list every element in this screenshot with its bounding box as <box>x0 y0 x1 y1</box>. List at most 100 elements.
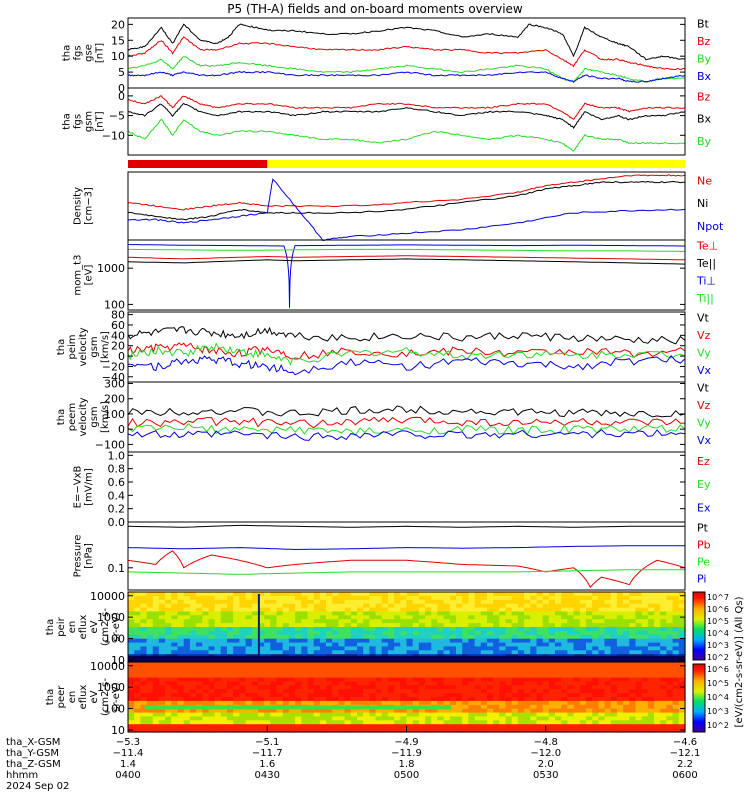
legend-mom_t-2: Ti⊥ <box>696 275 716 288</box>
legend-peem-3: Vx <box>697 434 712 447</box>
legend-peem-0: Vt <box>697 382 710 395</box>
legend-fgs_gsm-0: Bz <box>697 90 711 103</box>
ephem-value-1-1: −11.7 <box>252 748 283 759</box>
y-tick-label-peir-0: 10000 <box>90 590 125 603</box>
y-label-efield-1: [mV/m] <box>84 468 95 506</box>
legend-mom_t-1: Te|| <box>696 257 716 270</box>
legend-peim-0: Vt <box>697 312 710 325</box>
legend-fgs_gse-3: Bx <box>697 70 712 83</box>
y-tick-label-peem-0: 300 <box>104 378 125 391</box>
y-label-peem-4: [km/s] <box>100 401 111 433</box>
ephem-value-1-0: −11.4 <box>113 748 144 759</box>
colorbar-bottom <box>692 663 706 733</box>
series-line-mom_t-0 <box>127 255 685 261</box>
y-label-peir-4: eV <box>89 620 100 633</box>
y-label-peer-2: en <box>67 691 78 704</box>
series-line-mom_t-1 <box>127 258 686 265</box>
series-line-peem-1 <box>127 416 686 429</box>
series-line-fgs_gsm-0 <box>127 95 686 121</box>
series-line-pressure-3 <box>127 545 685 551</box>
series-line-peim-3 <box>128 355 686 376</box>
y-tick-label-fgs_gsm-2: −10 <box>102 129 125 142</box>
ephem-value-1-2: −11.9 <box>391 748 422 759</box>
colorbar-tick-bottom-4: 10^2 <box>707 721 729 730</box>
y-label-fgs_gsm-3: [nT] <box>95 111 106 131</box>
legend-mom_t-0: Te⊥ <box>696 240 718 253</box>
ephem-value-2-1: 1.6 <box>259 759 275 770</box>
y-tick-label-efield-2: 0.6 <box>108 476 126 489</box>
y-label-peer-4: eV <box>89 690 100 703</box>
legend-peem-1: Vz <box>697 399 711 412</box>
series-line-fgs_gse-3 <box>127 70 686 83</box>
y-label-peer-3: eflux <box>78 685 89 710</box>
y-label-density-0: Density <box>73 187 84 225</box>
legend-fgs_gsm-1: Bx <box>697 113 712 126</box>
panel-frame-fgs_gse <box>127 17 686 89</box>
y-tick-label-efield-0: 1.0 <box>108 449 126 462</box>
ephem-value-0-4: −4.6 <box>673 737 697 748</box>
legend-efield-2: Ex <box>697 502 711 515</box>
panel-frame-fgs_gsm <box>127 87 686 156</box>
colorbar-tick-top-5: 10^2 <box>707 653 729 662</box>
y-tick-label-mom_t-0: 1000 <box>97 262 125 275</box>
y-label-peim-4: [km/s] <box>100 331 111 363</box>
y-label-pressure-1: [nPa] <box>84 543 95 569</box>
y-label-fgs_gse-3: [nT] <box>95 43 106 63</box>
panel-frame-peem <box>127 381 686 453</box>
ephem-value-3-4: 0600 <box>672 770 697 781</box>
plot-title: P5 (TH-A) fields and on-board moments ov… <box>227 2 523 16</box>
series-line-density-0 <box>128 174 686 211</box>
ephem-value-2-4: 2.2 <box>677 759 693 770</box>
y-tick-label-peim-3: 20 <box>111 340 125 353</box>
series-line-pressure-2 <box>127 569 685 575</box>
y-tick-label-peer-1: 1000 <box>97 681 125 694</box>
ephem-label-2: tha_Z-GSM <box>6 759 61 770</box>
legend-peim-3: Vx <box>697 364 712 377</box>
y-tick-label-pressure-0: 0.1 <box>108 562 126 575</box>
colorbar-tick-bottom-1: 10^5 <box>707 679 729 688</box>
y-label-fgs_gse-2: gse <box>84 44 95 62</box>
legend-efield-0: Ez <box>697 455 710 468</box>
colorbar-tick-bottom-3: 10^3 <box>707 707 729 716</box>
y-label-fgs_gse-0: tha <box>62 45 73 61</box>
ephem-value-2-0: 1.4 <box>120 759 136 770</box>
panel-fgs_gse: 20 15 10 5 0 tha fgs gse [nT] Bt Bz By Bx <box>62 17 712 95</box>
panel-frame-pressure <box>127 521 686 591</box>
legend-density-0: Ne <box>697 175 712 188</box>
y-label-peem-1: peem <box>67 403 78 431</box>
colorbar-top <box>692 591 706 661</box>
y-tick-label-peim-1: 60 <box>111 319 125 332</box>
series-line-fgs_gse-0 <box>127 23 686 61</box>
series-line-density-1 <box>127 180 685 221</box>
colorbar-tick-top-4: 10^3 <box>707 641 729 650</box>
panel-efield: 1.00.80.60.40.20.0 E=−VxB [mV/m] Ez Ey Ex <box>73 449 711 529</box>
y-label-density-1: [cm−3] <box>84 187 95 225</box>
y-tick-label-efield-5: 0.0 <box>108 516 126 529</box>
series-line-fgs_gse-2 <box>127 56 686 83</box>
y-label-peir-0: tha <box>45 619 56 635</box>
y-label-peir-3: eflux <box>78 615 89 640</box>
colorbar-tick-top-2: 10^5 <box>707 617 729 626</box>
ephem-value-0-2: −4.9 <box>394 737 418 748</box>
series-line-fgs_gsm-2 <box>127 118 686 152</box>
ephem-value-3-2: 0500 <box>394 770 419 781</box>
legend-efield-1: Ey <box>697 478 711 491</box>
y-tick-label-peer-2: 100 <box>104 703 125 716</box>
ephem-value-2-2: 1.8 <box>399 759 415 770</box>
y-tick-label-peir-2: 100 <box>104 633 125 646</box>
ephem-label-0: tha_X-GSM <box>6 737 60 748</box>
series-line-mom_t-3 <box>128 248 685 252</box>
y-tick-label-peim-2: 40 <box>111 329 125 342</box>
y-tick-label-efield-1: 0.8 <box>108 463 126 476</box>
legend-pressure-2: Pe <box>697 555 710 568</box>
y-label-peer-5: (cm2-s- <box>100 678 111 716</box>
legend-peim-1: Vz <box>697 329 711 342</box>
series-line-pressure-0 <box>127 524 685 528</box>
series-line-mom_t-2 <box>127 244 685 308</box>
colorbar-tick-bottom-0: 10^6 <box>707 665 729 674</box>
ephem-value-1-3: −12.0 <box>530 748 561 759</box>
legend-fgs_gse-0: Bt <box>697 18 710 31</box>
y-label-fgs_gsm-0: tha <box>62 113 73 129</box>
